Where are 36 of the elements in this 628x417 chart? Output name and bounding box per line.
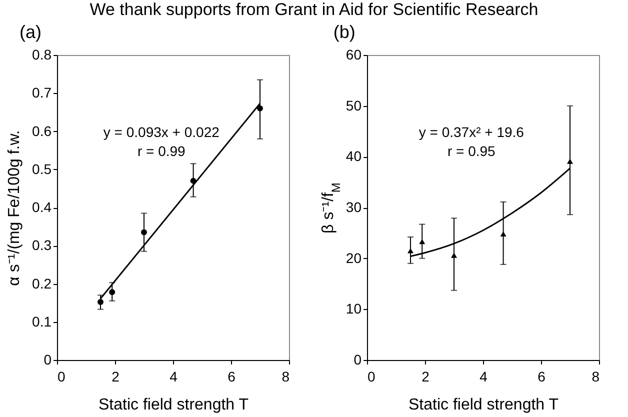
y-tick-label: 0 [354,352,362,368]
y-tick-label: 0.7 [32,84,52,101]
x-tick-label: 0 [368,368,376,384]
x-tick-label: 8 [592,368,600,384]
x-tick-label: 6 [538,368,546,384]
x-tick-label: 2 [422,368,430,384]
y-tick-label: 20 [346,250,362,266]
y-tick-label: 60 [346,46,362,62]
annotation: y = 0.093x + 0.022 [103,124,220,140]
y-tick-label: 0.3 [32,237,52,254]
y-tick-label: 0 [44,352,52,368]
y-tick-label: 0.6 [32,122,52,139]
y-tick-label: 10 [346,300,362,317]
annotation: r = 0.99 [137,142,186,159]
x-tick-label: 4 [170,368,178,384]
x-tick-label: 8 [282,368,290,384]
y-tick-label: 0.5 [32,160,52,177]
y-tick-label: 0.8 [32,46,52,62]
chart-title: (a) [20,22,42,42]
y-tick-label: 0.2 [32,275,52,292]
y-tick-label: 0.4 [32,199,52,215]
y-tick-label: 0.1 [32,313,52,330]
x-tick-label: 2 [112,368,120,384]
annotation: y = 0.37x² + 19.6 [418,124,524,140]
x-tick-label: 4 [480,368,488,384]
x-axis-title: Static field strength T [98,396,249,414]
x-tick-label: 0 [58,368,66,384]
y-tick-label: 50 [346,97,362,114]
chart-title: (b) [333,22,356,42]
annotation: r = 0.95 [447,142,496,159]
x-tick-label: 6 [228,368,236,384]
y-axis-title: α s⁻¹/(mg Fe/100g f.w. [6,130,24,286]
x-axis-title: Static field strength T [408,396,559,414]
y-tick-label: 30 [346,199,362,215]
y-tick-label: 40 [346,148,362,164]
text: We thank supports from Grant in Aid for Scientific Research [90,0,538,19]
